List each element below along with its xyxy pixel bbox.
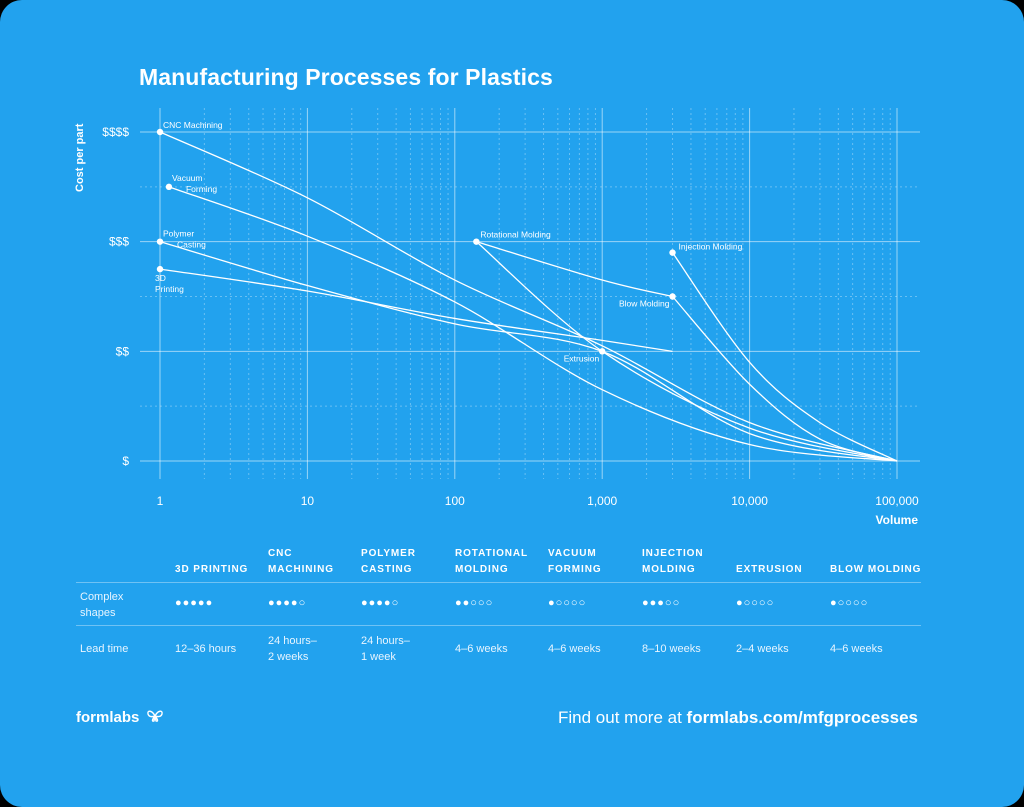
series-line-blow-molding	[672, 296, 898, 462]
lead-time-cell: 12–36 hours	[175, 643, 237, 655]
data-point-label: Polymer Casting	[163, 229, 206, 250]
formlabs-logo[interactable]: formlabs	[76, 709, 164, 727]
lead-time-cell: 4–6 weeks	[548, 643, 601, 655]
y-axis-label: Cost per part	[74, 123, 86, 192]
cta-prefix: Find out more at	[558, 708, 687, 727]
series-line-rotational-molding	[476, 241, 673, 298]
data-point-marker	[599, 348, 606, 355]
data-point-marker	[165, 183, 173, 191]
footer-cta: Find out more at formlabs.com/mfgprocess…	[558, 708, 918, 728]
data-point-marker	[156, 238, 164, 245]
data-point-marker	[473, 238, 480, 245]
data-point-marker	[669, 249, 676, 256]
lead-time-cell: 2–4 weeks	[736, 643, 789, 655]
y-tick-label: $$	[116, 344, 130, 358]
series-line-vacuum-forming	[168, 186, 898, 462]
complexity-rating: ●○○○○	[548, 597, 587, 609]
x-tick-label: 10,000	[731, 494, 768, 508]
brand-name: formlabs	[76, 709, 140, 726]
complexity-rating: ●●●○○	[642, 597, 681, 609]
lead-time-cell: 4–6 weeks	[455, 643, 508, 655]
data-point-label: Blow Molding	[619, 299, 670, 309]
data-point-label: 3D Printing	[155, 273, 184, 294]
table-divider	[76, 625, 921, 626]
column-header: INJECTION MOLDING	[642, 548, 704, 575]
lead-time-cell: 8–10 weeks	[642, 643, 701, 655]
column-header: POLYMER CASTING	[361, 548, 416, 575]
complexity-rating: ●●○○○	[455, 597, 494, 609]
column-header: CNC MACHINING	[268, 548, 334, 575]
butterfly-icon	[146, 709, 164, 727]
x-tick-label: 1,000	[587, 494, 617, 508]
series-line-polymer-casting	[159, 241, 898, 462]
table-divider	[76, 582, 921, 583]
x-tick-label: 1	[157, 494, 164, 508]
series-line-cnc-machining	[159, 131, 898, 462]
column-header: 3D PRINTING	[175, 564, 249, 575]
column-header: BLOW MOLDING	[830, 564, 922, 575]
data-point-marker	[156, 128, 164, 136]
x-axis-label: Volume	[876, 513, 919, 527]
data-point-marker	[156, 265, 164, 273]
lead-time-cell: 24 hours– 2 weeks	[268, 635, 317, 663]
y-tick-label: $	[122, 454, 129, 468]
data-point-label: CNC Machining	[163, 120, 223, 130]
lead-time-cell: 4–6 weeks	[830, 643, 883, 655]
x-tick-label: 100	[445, 494, 465, 508]
chart-title: Manufacturing Processes for Plastics	[139, 64, 553, 90]
lead-time-cell: 24 hours– 1 week	[361, 635, 410, 663]
data-point-label: Rotational Molding	[480, 230, 551, 240]
y-tick-label: $$$$	[102, 125, 129, 139]
table-header: 3D PRINTING CNC MACHINING POLYMER CASTING R…	[76, 540, 921, 582]
complexity-rating: ●●●●●	[175, 597, 214, 609]
column-header: ROTATIONAL MOLDING	[455, 548, 528, 575]
data-point-label: Extrusion	[564, 353, 600, 363]
complexity-rating: ●●●●○	[361, 597, 400, 609]
y-tick-label: $$$	[109, 235, 129, 249]
x-tick-label: 100,000	[875, 494, 919, 508]
series-line-extrusion	[475, 241, 898, 462]
row-label-complex-shapes: Complex shapes	[80, 591, 124, 619]
data-point-label: Vacuum Forming	[172, 173, 217, 194]
column-header: VACUUM FORMING	[548, 548, 602, 575]
series-line-injection-molding	[671, 252, 898, 462]
complexity-rating: ●○○○○	[830, 597, 869, 609]
complexity-rating: ●○○○○	[736, 597, 775, 609]
column-header: EXTRUSION	[736, 564, 803, 575]
row-label-lead-time: Lead time	[80, 643, 129, 655]
series-line-3d-printing	[159, 268, 673, 352]
data-point-label: Injection Molding	[679, 242, 743, 252]
complexity-rating: ●●●●○	[268, 597, 307, 609]
data-point-marker	[669, 293, 676, 300]
cta-link[interactable]: formlabs.com/mfgprocesses	[686, 708, 918, 727]
x-tick-label: 10	[301, 494, 315, 508]
